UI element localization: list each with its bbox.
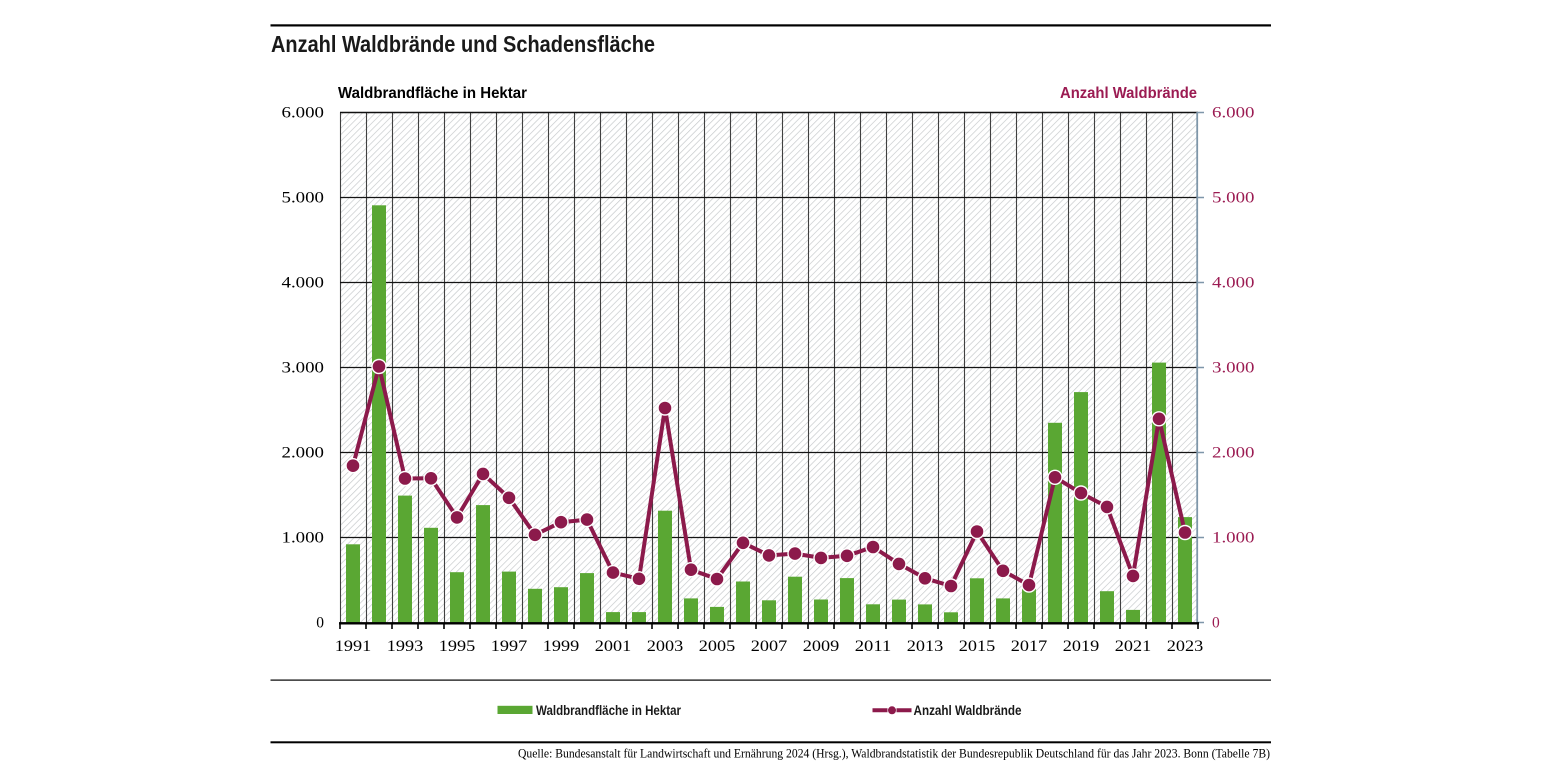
svg-text:2001: 2001 [595,638,632,655]
svg-text:1991: 1991 [335,638,372,655]
svg-text:4.000: 4.000 [1212,275,1255,292]
svg-text:2013: 2013 [907,638,944,655]
svg-text:1997: 1997 [491,638,528,655]
svg-text:Waldbrandfläche in Hektar: Waldbrandfläche in Hektar [536,703,682,718]
svg-text:2003: 2003 [647,638,684,655]
svg-text:6.000: 6.000 [282,105,325,122]
svg-text:2023: 2023 [1167,638,1204,655]
svg-text:1.000: 1.000 [282,530,325,547]
svg-text:3.000: 3.000 [282,360,325,377]
svg-text:1.000: 1.000 [1212,530,1255,547]
svg-text:Anzahl Waldbrände: Anzahl Waldbrände [914,703,1022,718]
svg-text:2011: 2011 [855,638,892,655]
svg-text:Quelle: Bundesanstalt für Land: Quelle: Bundesanstalt für Landwirtschaft… [518,747,1270,761]
svg-text:2019: 2019 [1063,638,1100,655]
svg-text:1995: 1995 [439,638,476,655]
svg-text:3.000: 3.000 [1212,360,1255,377]
svg-text:2021: 2021 [1115,638,1152,655]
svg-text:2.000: 2.000 [282,445,325,462]
svg-text:1999: 1999 [543,638,580,655]
svg-text:Anzahl Waldbrände und Schadens: Anzahl Waldbrände und Schadensfläche [271,31,655,57]
svg-text:2.000: 2.000 [1212,445,1255,462]
svg-text:6.000: 6.000 [1212,105,1255,122]
svg-text:2017: 2017 [1011,638,1048,655]
svg-text:5.000: 5.000 [282,190,325,207]
svg-text:5.000: 5.000 [1212,190,1255,207]
svg-text:1993: 1993 [387,638,424,655]
svg-text:0: 0 [316,615,324,632]
svg-text:0: 0 [1212,615,1220,632]
svg-text:Waldbrandfläche in Hektar: Waldbrandfläche in Hektar [338,85,527,102]
svg-text:Anzahl Waldbrände: Anzahl Waldbrände [1060,85,1197,102]
svg-text:2007: 2007 [751,638,788,655]
svg-text:2005: 2005 [699,638,736,655]
svg-text:4.000: 4.000 [282,275,325,292]
svg-text:2015: 2015 [959,638,996,655]
svg-text:2009: 2009 [803,638,840,655]
